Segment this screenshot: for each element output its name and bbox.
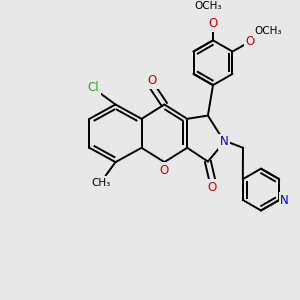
Text: O: O <box>208 181 217 194</box>
Text: OCH₃: OCH₃ <box>255 26 282 36</box>
Text: Cl: Cl <box>88 81 99 94</box>
Text: O: O <box>160 164 169 177</box>
Text: N: N <box>280 194 289 206</box>
Text: N: N <box>220 135 229 148</box>
Text: OCH₃: OCH₃ <box>195 1 222 11</box>
Text: O: O <box>148 74 157 87</box>
Text: O: O <box>245 35 254 48</box>
Text: CH₃: CH₃ <box>92 178 111 188</box>
Text: O: O <box>208 17 217 30</box>
